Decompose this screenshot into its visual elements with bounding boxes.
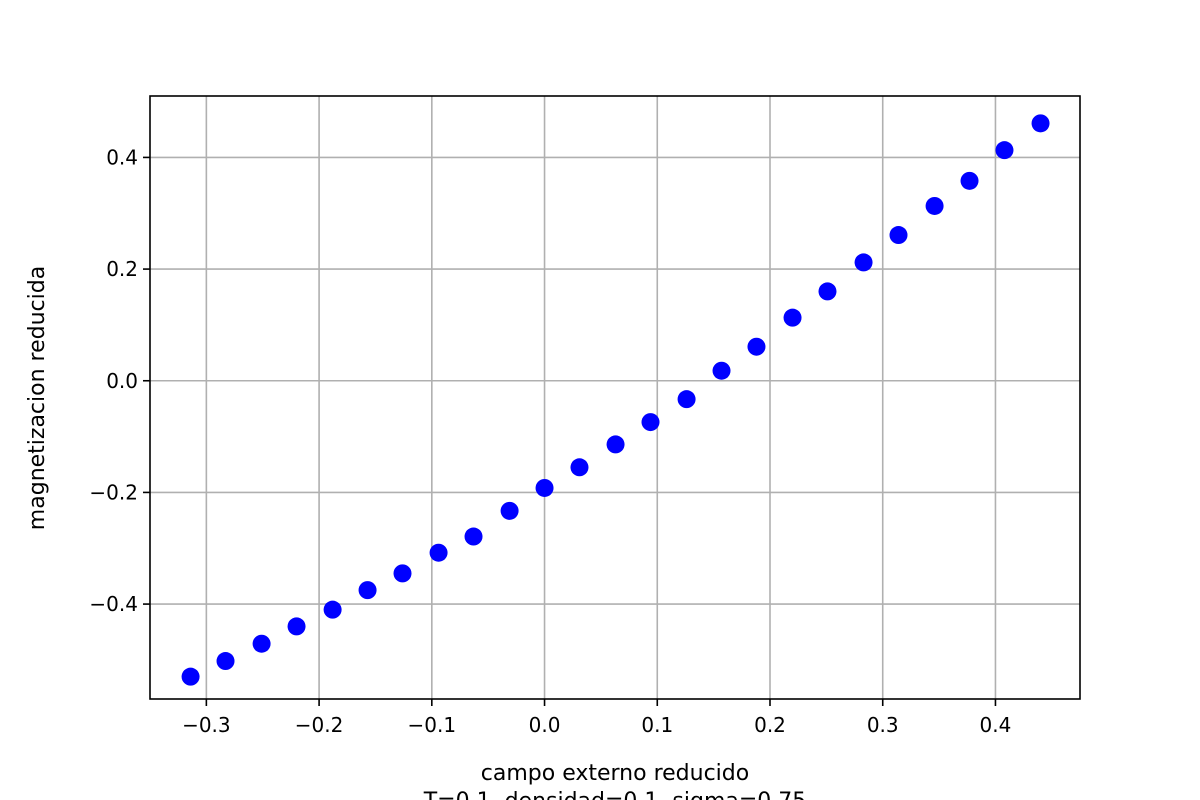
scatter-point	[606, 435, 625, 454]
scatter-point	[960, 171, 979, 190]
x-axis-label-line2: T=0.1, densidad=0.1, sigma=0.75	[423, 789, 807, 800]
scatter-point	[570, 458, 589, 477]
scatter-point	[677, 390, 696, 409]
y-tick-label: 0.4	[106, 145, 138, 169]
scatter-point	[429, 543, 448, 562]
y-tick-label: −0.4	[89, 592, 138, 616]
y-tick-label: −0.2	[89, 480, 138, 504]
scatter-point	[1031, 114, 1050, 133]
scatter-point	[181, 667, 200, 686]
y-tick-label: 0.2	[106, 257, 138, 281]
x-tick-label: 0.0	[529, 713, 561, 737]
scatter-point	[889, 226, 908, 245]
x-tick-label: 0.1	[641, 713, 673, 737]
grid-lines	[150, 96, 1080, 699]
y-axis-label: magnetizacion reducida	[25, 266, 50, 530]
x-tick-label: 0.3	[867, 713, 899, 737]
x-tick-label: 0.2	[754, 713, 786, 737]
scatter-point	[712, 361, 731, 380]
y-tick-label: 0.0	[106, 369, 138, 393]
scatter-point	[641, 413, 660, 432]
scatter-point	[854, 253, 873, 272]
x-tick-label: −0.1	[408, 713, 457, 737]
x-tick-label: 0.4	[980, 713, 1012, 737]
scatter-point	[393, 564, 412, 583]
axis-ticks: −0.3 −0.2 −0.1 0.0 0.1 0.2 0.3 0.4 −0.4 −0.2 0.0 0.…	[89, 145, 1011, 737]
scatter-point	[995, 141, 1014, 160]
scatter-point	[818, 282, 837, 301]
x-tick-label: −0.3	[182, 713, 231, 737]
plot-frame	[149, 95, 1081, 700]
scatter-point	[287, 617, 306, 636]
scatter-point	[925, 196, 944, 215]
scatter-point	[216, 652, 235, 671]
scatter-point	[747, 337, 766, 356]
scatter-point	[323, 600, 342, 619]
scatter-point	[358, 581, 377, 600]
x-tick-label: −0.2	[295, 713, 344, 737]
scatter-point	[464, 527, 483, 546]
scatter-point	[535, 478, 554, 497]
scatter-point	[252, 634, 271, 653]
scatter-point	[783, 308, 802, 327]
scatter-points	[181, 114, 1050, 686]
scatter-point	[500, 501, 519, 520]
x-axis-label: campo externo reducido	[481, 761, 749, 786]
